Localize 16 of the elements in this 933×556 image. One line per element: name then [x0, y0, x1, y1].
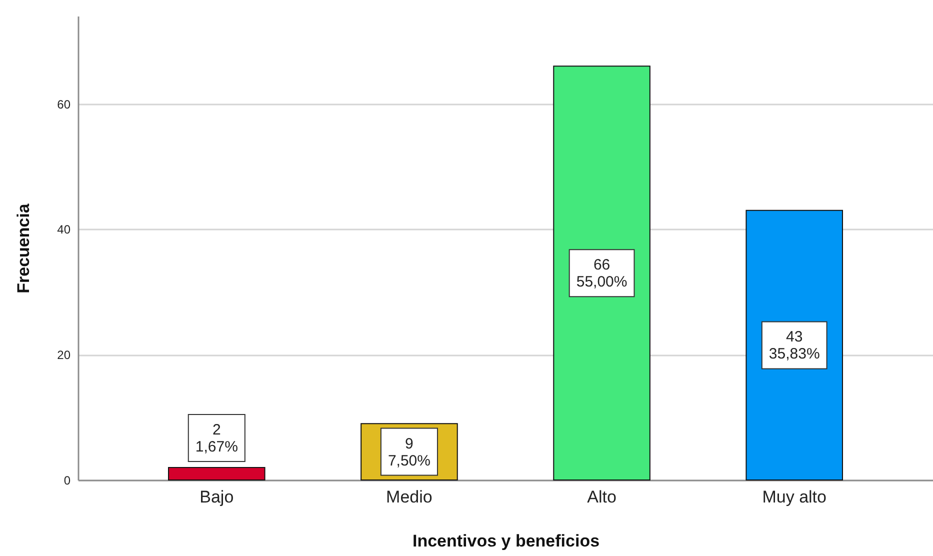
y-tick-label: 40: [57, 222, 71, 237]
y-tick-label: 0: [64, 474, 71, 488]
data-label: 66 55,00%: [576, 256, 628, 291]
data-label: 2 1,67%: [195, 421, 238, 456]
x-tick-label: Muy alto: [762, 488, 826, 506]
x-axis-title: Incentivos y beneficios: [412, 532, 600, 550]
data-label: 43 35,83%: [768, 328, 820, 363]
x-tick-label: Bajo: [200, 488, 234, 506]
bar: [553, 66, 650, 480]
y-tick-label: 60: [57, 97, 71, 112]
data-label: 9 7,50%: [388, 435, 430, 470]
y-axis-title: Frecuencia: [14, 203, 34, 294]
bar: [168, 466, 266, 480]
x-tick-label: Alto: [587, 488, 616, 506]
y-tick-label: 20: [57, 348, 71, 362]
x-tick-label: Medio: [386, 488, 432, 506]
